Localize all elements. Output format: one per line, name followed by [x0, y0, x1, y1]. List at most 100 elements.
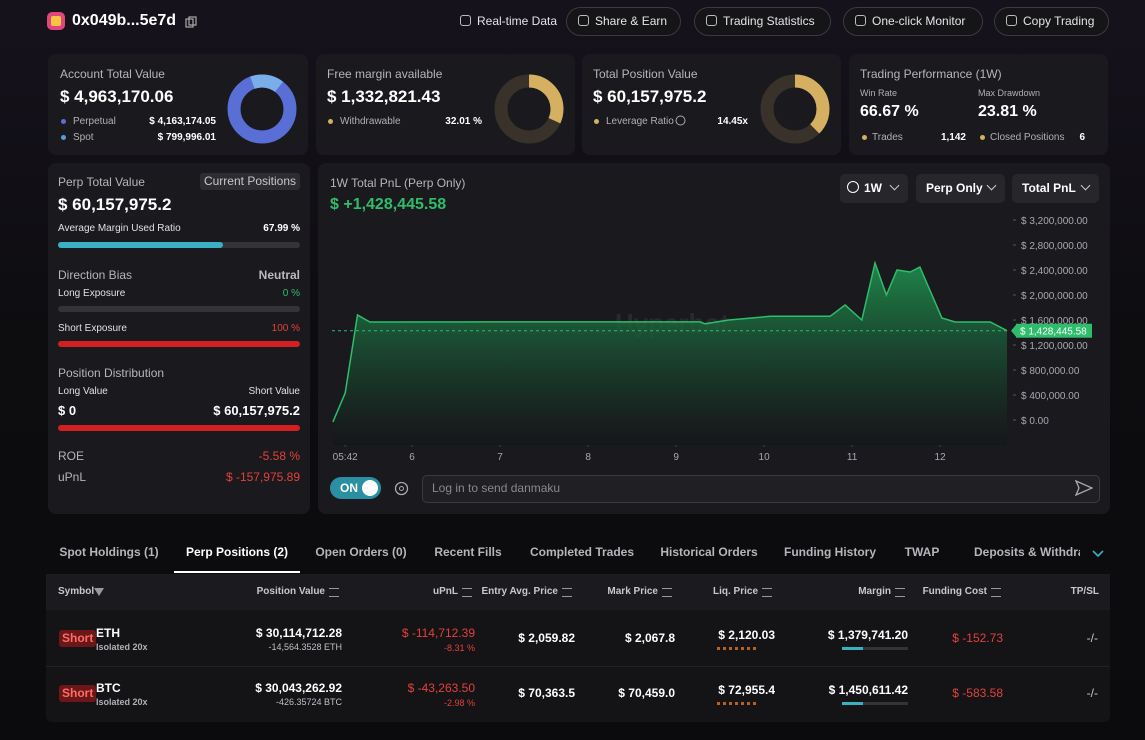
- settings-icon[interactable]: [394, 481, 409, 496]
- nav-label[interactable]: Share & Earn: [595, 14, 668, 28]
- row-label: Spot: [73, 132, 94, 143]
- sort-icon[interactable]: [895, 588, 905, 597]
- row-label: Perpetual: [73, 116, 116, 127]
- card-value: $ 1,332,821.43: [327, 87, 441, 106]
- row-label: Closed Positions: [990, 132, 1065, 143]
- last-value-pointer: [1011, 324, 1016, 337]
- y-tick-label: $ 800,000.00: [1021, 366, 1080, 377]
- column-header[interactable]: Margin: [858, 586, 891, 597]
- side-badge: Short: [59, 685, 97, 702]
- tpsl[interactable]: -/-: [1086, 631, 1098, 645]
- table-header: [46, 574, 1110, 610]
- sort-icon[interactable]: [762, 588, 772, 597]
- wallet-address: 0x049b...5e7d: [72, 12, 177, 29]
- margin-gauge-fill: [842, 702, 863, 705]
- card-value: $ 4,963,170.06: [60, 87, 174, 106]
- position-size: -14,564.3528 ETH: [268, 642, 342, 652]
- copy-icon[interactable]: [185, 16, 197, 28]
- tab[interactable]: Recent Fills: [434, 545, 502, 559]
- symbol[interactable]: BTC: [96, 681, 121, 695]
- chart-control[interactable]: [916, 174, 1005, 203]
- progress-fill: [58, 242, 223, 248]
- nav-icon: [706, 15, 717, 26]
- column-header[interactable]: Liq. Price: [712, 586, 758, 597]
- side-badge: Short: [59, 630, 97, 647]
- row-value: $ -157,975.89: [225, 470, 300, 484]
- tab[interactable]: Deposits & Withdraw: [974, 545, 1080, 559]
- nav-button[interactable]: [994, 7, 1109, 36]
- nav-label[interactable]: One-click Monitor: [872, 14, 966, 28]
- nav-button[interactable]: [566, 7, 681, 36]
- column-header[interactable]: Position Value: [256, 586, 325, 597]
- tab[interactable]: Funding History: [784, 545, 876, 559]
- margin: $ 1,450,611.42: [828, 683, 908, 697]
- badge[interactable]: Current Positions: [200, 173, 300, 190]
- last-value-box: [1016, 323, 1092, 338]
- tab[interactable]: Spot Holdings (1): [59, 545, 159, 559]
- upnl-pct: -2.98 %: [443, 698, 475, 708]
- row-value: -5.58 %: [258, 449, 300, 463]
- row-value: $ 4,163,174.05: [149, 116, 216, 127]
- nav-label[interactable]: Copy Trading: [1023, 14, 1095, 28]
- toggle-label: ON: [340, 481, 358, 495]
- entry-price: $ 2,059.82: [518, 631, 575, 645]
- panel-label: Perp Total Value: [58, 175, 145, 189]
- tab[interactable]: Perp Positions (2): [185, 545, 289, 559]
- nav-label[interactable]: Real-time Data: [477, 14, 558, 28]
- y-tick-label: $ 2,400,000.00: [1021, 266, 1088, 277]
- sort-icon[interactable]: [991, 588, 1001, 597]
- funding-cost: $ -583.58: [952, 686, 1003, 700]
- send-icon[interactable]: [1075, 480, 1093, 496]
- legend-dot: [594, 119, 599, 124]
- x-tick-label: 12: [935, 452, 947, 463]
- position-value: $ 30,043,262.92: [255, 681, 342, 695]
- liq-gauge: [717, 647, 757, 650]
- column-header[interactable]: Entry Avg. Price: [481, 586, 558, 597]
- legend-dot: [862, 135, 867, 140]
- row-label: Withdrawable: [340, 116, 401, 127]
- row-value: Neutral: [258, 268, 300, 282]
- nav-button[interactable]: [843, 7, 983, 36]
- danmaku-input[interactable]: [422, 475, 1100, 503]
- tpsl[interactable]: -/-: [1086, 686, 1098, 700]
- column-header: Symbol: [58, 586, 95, 597]
- row-label: Average Margin Used Ratio: [58, 223, 181, 234]
- sort-icon[interactable]: [462, 588, 472, 597]
- tabs-more[interactable]: [1091, 548, 1105, 560]
- column-header[interactable]: TP/SL: [1070, 586, 1099, 597]
- sort-icon[interactable]: [562, 588, 572, 597]
- column-header[interactable]: Funding Cost: [922, 586, 987, 597]
- column-header[interactable]: Mark Price: [607, 586, 658, 597]
- sort-icon[interactable]: [662, 588, 672, 597]
- tab[interactable]: Open Orders (0): [315, 545, 407, 559]
- mark-price: $ 70,459.0: [618, 686, 675, 700]
- nav-icon: [855, 15, 866, 26]
- tab[interactable]: TWAP: [904, 545, 940, 559]
- control-label[interactable]: Perp Only: [926, 181, 983, 195]
- toggle-knob: [362, 480, 378, 496]
- chart-control[interactable]: [1012, 174, 1099, 203]
- help-icon[interactable]: [675, 115, 686, 126]
- card-label: Trading Performance (1W): [860, 67, 1002, 81]
- filter-icon[interactable]: [94, 588, 104, 596]
- control-label[interactable]: Total PnL: [1022, 181, 1076, 195]
- nav-label[interactable]: Trading Statistics: [723, 14, 815, 28]
- pnl-chart: Hyperbot$ 0.00$ 400,000.00$ 800,000.00$ …: [332, 216, 1092, 463]
- tab[interactable]: Completed Trades: [529, 545, 635, 559]
- x-tick-label: 11: [847, 452, 858, 463]
- perp-panel: [48, 163, 310, 514]
- row-value: 14.45x: [717, 116, 748, 127]
- pnl-line: [332, 260, 1008, 423]
- tab[interactable]: Historical Orders: [660, 545, 758, 559]
- column-header[interactable]: uPnL: [433, 586, 458, 597]
- legend-dot: [328, 119, 333, 124]
- x-tick-label: 9: [673, 452, 679, 463]
- symbol[interactable]: ETH: [96, 626, 120, 640]
- margin-gauge-fill: [842, 647, 863, 650]
- sort-icon[interactable]: [329, 588, 339, 597]
- row-value: $ 0: [58, 403, 77, 418]
- stat-value: 23.81 %: [978, 103, 1037, 120]
- control-label[interactable]: 1W: [864, 181, 882, 195]
- nav-icon: [578, 15, 589, 26]
